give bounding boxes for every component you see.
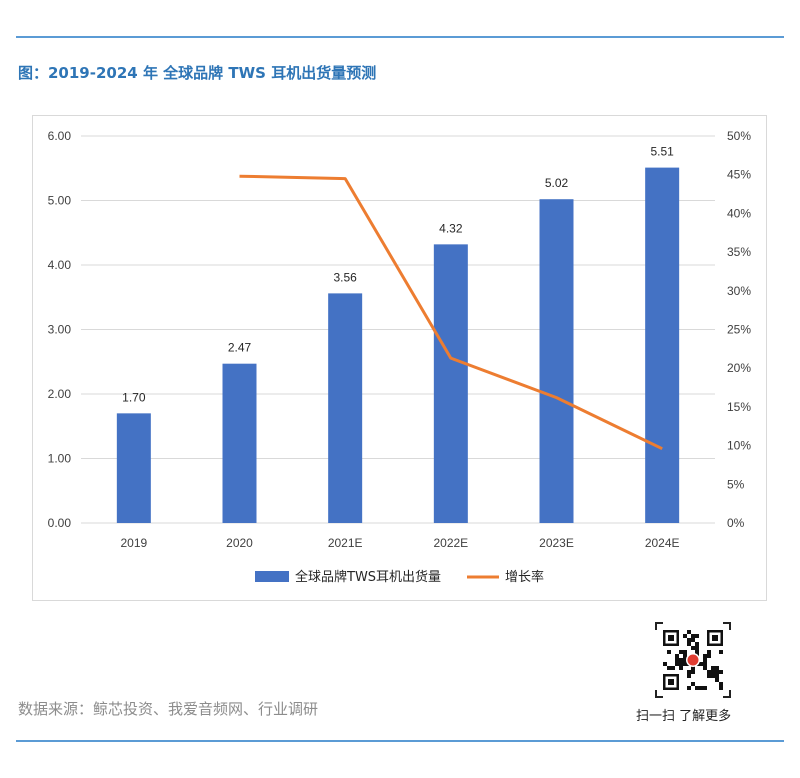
x-tick-label: 2024E	[645, 536, 680, 550]
bar	[645, 167, 680, 524]
x-tick-label: 2020	[226, 536, 253, 550]
y-right-tick-label: 35%	[727, 245, 751, 259]
bar-data-label: 2.47	[228, 341, 252, 355]
x-tick-label: 2022E	[433, 536, 468, 550]
bar	[328, 293, 363, 523]
legend-label-bar: 全球品牌TWS耳机出货量	[295, 569, 441, 585]
bar-data-label: 4.32	[439, 221, 463, 235]
qr-code-icon[interactable]	[655, 622, 731, 698]
y-right-tick-label: 0%	[727, 516, 745, 530]
legend-label-line: 增长率	[505, 569, 544, 585]
y-left-tick-label: 5.00	[48, 194, 72, 208]
x-tick-label: 2019	[120, 536, 147, 550]
x-tick-label: 2021E	[328, 536, 363, 550]
chart: 0.00 1.00 2.00 3.00 4.00 5.00 6.00 0% 5% 10% 15% 20…	[48, 129, 752, 585]
y-left-tick-label: 1.00	[48, 452, 72, 466]
page-title: 图：2019-2024 年 全球品牌 TWS 耳机出货量预测	[18, 64, 377, 82]
y-right-tick-label: 30%	[727, 284, 751, 298]
y-right-tick-label: 5%	[727, 477, 745, 491]
legend-swatch-bar	[255, 571, 289, 582]
bar	[116, 413, 151, 523]
bar	[539, 199, 574, 523]
bar	[433, 244, 468, 524]
y-left-tick-label: 4.00	[48, 258, 72, 272]
growth-rate-line	[239, 174, 663, 451]
y-right-tick-label: 50%	[727, 129, 751, 143]
data-source: 数据来源：鲸芯投资、我爱音频网、行业调研	[18, 700, 319, 718]
y-left-tick-label: 6.00	[48, 129, 72, 143]
y-left-tick-label: 0.00	[48, 516, 72, 530]
y-right-tick-label: 15%	[727, 400, 751, 414]
y-right-tick-label: 10%	[727, 439, 751, 453]
y-right-tick-label: 45%	[727, 168, 751, 182]
y-right-tick-label: 20%	[727, 361, 751, 375]
qr-caption: 扫一扫 了解更多	[636, 709, 732, 724]
y-left-tick-label: 3.00	[48, 323, 72, 337]
top-rule	[16, 36, 784, 38]
bar-data-label: 3.56	[333, 270, 357, 284]
bar-data-label: 1.70	[122, 390, 146, 404]
y-left-tick-label: 2.00	[48, 387, 72, 401]
bar-data-label: 5.51	[650, 145, 674, 159]
y-right-tick-label: 25%	[727, 323, 751, 337]
x-tick-label: 2023E	[539, 536, 574, 550]
bar-data-label: 5.02	[545, 176, 569, 190]
bottom-rule	[16, 740, 784, 742]
y-right-tick-label: 40%	[727, 206, 751, 220]
bar	[222, 363, 257, 523]
chart-frame: 0.00 1.00 2.00 3.00 4.00 5.00 6.00 0% 5% 10% 15% 20…	[32, 115, 767, 601]
